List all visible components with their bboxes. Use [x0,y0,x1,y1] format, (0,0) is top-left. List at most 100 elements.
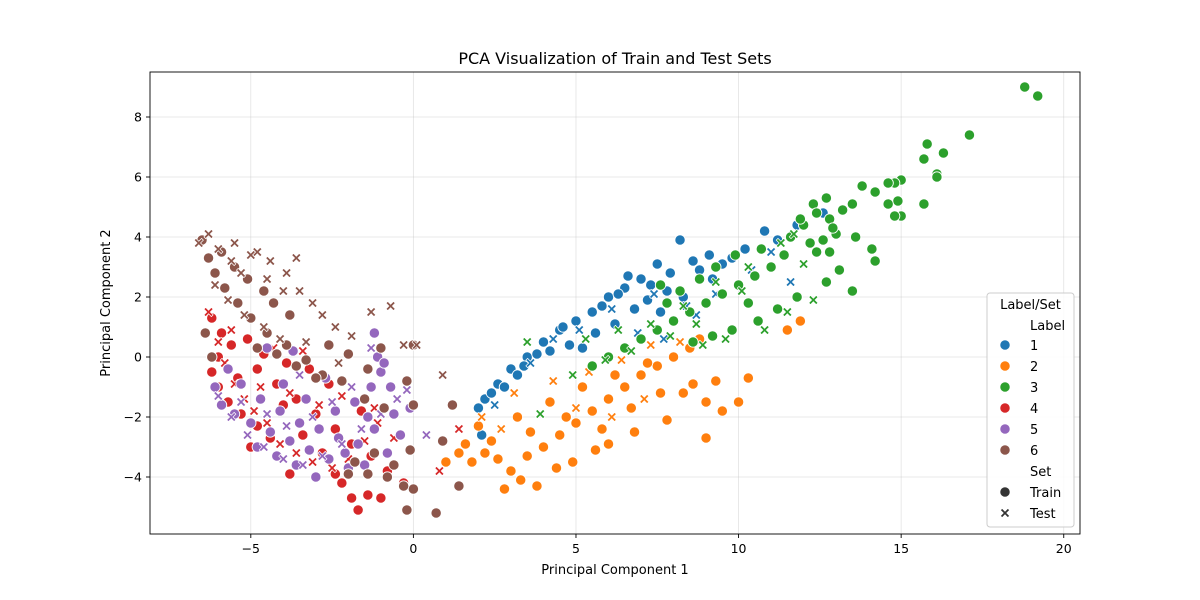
train-point [437,435,449,447]
test-point [274,438,286,450]
test-point [346,330,357,342]
test-point [226,324,237,336]
train-point [202,252,215,264]
train-point [199,327,211,339]
train-point [963,129,976,141]
train-point [866,243,878,255]
train-point [284,435,296,447]
train-point [225,339,237,351]
train-point [846,285,859,297]
train-point [472,420,485,432]
train-point [362,489,374,501]
legend-style-title: Set [1030,465,1051,480]
test-point [235,396,247,408]
train-point [849,231,862,243]
train-point [710,375,722,387]
train-point [267,297,280,309]
train-point [625,402,637,414]
y-tick-label: 8 [134,110,142,125]
test-point [226,411,237,423]
test-point [678,300,689,312]
train-point [700,297,712,309]
test-point [229,237,240,249]
test-point [736,285,747,297]
train-point [703,249,715,261]
train-point [254,393,267,405]
train-point [700,432,712,444]
test-point [411,339,422,351]
test-point [294,285,305,297]
train-point [755,243,767,255]
train-point [245,417,257,429]
test-point [401,384,412,396]
test-point [645,318,656,330]
train-point [794,315,806,327]
legend-entry-label-5: 5 [1030,423,1038,438]
train-point [687,378,699,390]
train-point [589,327,602,339]
train-point [284,468,296,480]
train-point [401,504,413,516]
train-point [827,222,839,234]
plot-frame [149,71,1081,535]
train-point [889,210,901,222]
test-point [281,420,292,432]
train-point [674,285,686,297]
train-point [651,258,663,270]
test-point [346,381,357,393]
test-point [235,267,247,279]
train-point [661,297,673,309]
train-point [846,198,859,210]
test-point [548,333,559,345]
test-point [261,417,273,429]
test-point [226,255,237,267]
train-point [293,417,306,429]
train-point [241,333,254,345]
train-point [554,429,566,441]
test-point [674,336,686,348]
test-point [765,246,777,258]
train-point [700,396,712,408]
test-point [307,411,318,423]
train-point [209,381,221,393]
train-point [742,372,754,384]
train-point [589,444,602,456]
legend-marker-label-5 [999,423,1011,435]
test-point [366,306,377,318]
test-point [281,267,292,279]
test-point [209,279,221,291]
train-point [710,261,722,273]
test-point [203,228,214,240]
train-point [1019,81,1031,93]
test-point [248,405,260,417]
series-label-3 [522,81,1044,420]
train-point [440,456,452,468]
test-point [278,453,289,465]
train-point [570,315,582,327]
train-point [251,363,263,375]
train-point [492,453,504,465]
test-point [258,321,269,333]
train-point [817,234,829,246]
test-point [775,237,786,249]
test-point [437,369,448,381]
train-point [524,426,537,438]
train-point [758,225,771,237]
train-point [661,414,673,426]
train-point [739,243,751,255]
train-point [498,381,511,393]
test-point [294,369,305,381]
train-point [332,432,345,444]
test-point [193,237,204,249]
train-point [358,393,371,405]
train-point [794,213,806,225]
train-point [375,342,387,354]
test-point [574,324,585,336]
x-tick-label: 5 [572,541,580,556]
train-point [771,303,784,315]
train-point [628,426,641,438]
train-point [869,186,881,198]
test-point [274,333,286,345]
train-point [323,339,335,351]
